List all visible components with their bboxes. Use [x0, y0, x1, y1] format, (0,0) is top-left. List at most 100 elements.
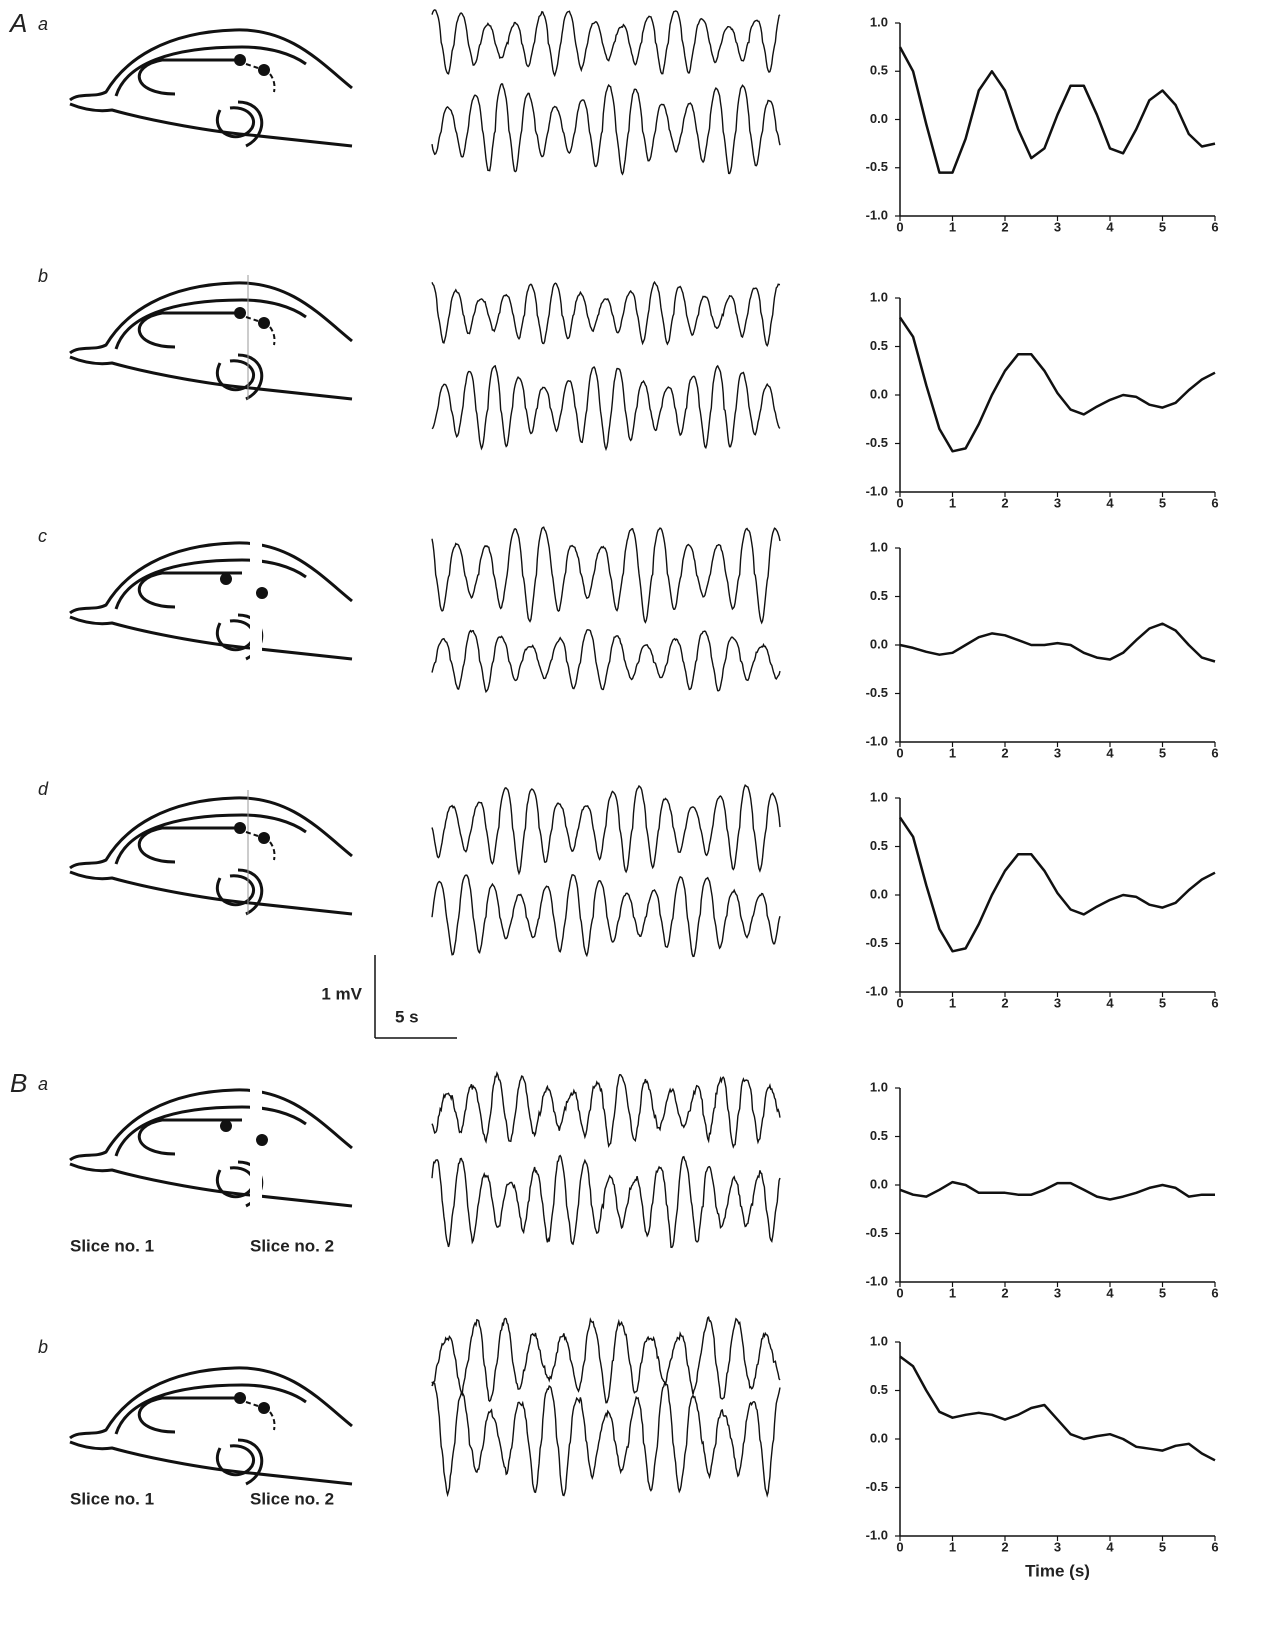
correlation-line: [900, 1357, 1215, 1461]
trace: [432, 282, 780, 345]
x-tick-label: 0: [896, 1285, 903, 1300]
y-tick-label: 0.0: [870, 386, 888, 401]
slice-schematic: [70, 530, 352, 670]
y-tick-label: 1.0: [870, 14, 888, 29]
y-tick-label: 0.0: [870, 111, 888, 126]
panel-label: c: [38, 526, 47, 546]
slice-label: Slice no. 2: [250, 1236, 334, 1255]
x-axis-label: Time (s): [1025, 1561, 1090, 1580]
y-tick-label: 1.0: [870, 1079, 888, 1094]
x-tick-label: 4: [1106, 995, 1114, 1010]
x-tick-label: 4: [1106, 1285, 1114, 1300]
panel-label: b: [38, 266, 48, 286]
x-tick-label: 5: [1159, 995, 1166, 1010]
y-tick-label: -0.5: [866, 435, 888, 450]
scale-voltage: 1 mV: [321, 984, 362, 1003]
x-tick-label: 3: [1054, 745, 1061, 760]
slice-outline: [70, 1090, 352, 1206]
y-tick-label: -1.0: [866, 207, 888, 222]
y-tick-label: -0.5: [866, 1225, 888, 1240]
y-tick-label: 0.0: [870, 1430, 888, 1445]
x-tick-label: 3: [1054, 1539, 1061, 1554]
y-tick-label: -1.0: [866, 1527, 888, 1542]
y-tick-label: -1.0: [866, 983, 888, 998]
trace: [432, 1317, 780, 1403]
schematics: [70, 30, 352, 1484]
electrode: [220, 573, 232, 585]
panel-label: a: [38, 14, 48, 34]
x-tick-label: 4: [1106, 219, 1114, 234]
y-tick-label: 1.0: [870, 1333, 888, 1348]
y-tick-label: 0.5: [870, 338, 888, 353]
x-tick-label: 4: [1106, 495, 1114, 510]
y-tick-label: 0.5: [870, 63, 888, 78]
x-tick-label: 3: [1054, 995, 1061, 1010]
slice-label: Slice no. 1: [70, 1489, 154, 1508]
x-tick-label: 1: [949, 995, 956, 1010]
slice-label: Slice no. 2: [250, 1489, 334, 1508]
electrode: [258, 1402, 270, 1414]
y-tick-label: -1.0: [866, 1273, 888, 1288]
panel-group: A: [8, 8, 27, 38]
scale-time: 5 s: [395, 1007, 419, 1026]
y-tick-label: 1.0: [870, 789, 888, 804]
trace: [432, 630, 780, 692]
electrode: [256, 587, 268, 599]
electrode: [258, 64, 270, 76]
electrode: [234, 1392, 246, 1404]
y-tick-label: 0.5: [870, 588, 888, 603]
slice-outline: [70, 283, 352, 399]
x-tick-label: 3: [1054, 495, 1061, 510]
y-tick-label: 0.5: [870, 1128, 888, 1143]
electrode: [234, 54, 246, 66]
slice-gap: [250, 530, 262, 670]
trace: [432, 1073, 780, 1147]
x-tick-label: 5: [1159, 1539, 1166, 1554]
slice-outline: [70, 543, 352, 659]
x-tick-label: 1: [949, 1539, 956, 1554]
correlation-line: [900, 317, 1215, 451]
x-tick-label: 6: [1211, 995, 1218, 1010]
x-tick-label: 6: [1211, 219, 1218, 234]
x-tick-label: 0: [896, 219, 903, 234]
electrode: [234, 307, 246, 319]
panel-label: b: [38, 1337, 48, 1357]
x-tick-label: 0: [896, 745, 903, 760]
y-tick-label: 1.0: [870, 539, 888, 554]
y-tick-label: -1.0: [866, 733, 888, 748]
y-tick-label: -1.0: [866, 483, 888, 498]
electrode: [258, 832, 270, 844]
slice-gap: [250, 1077, 262, 1217]
x-tick-label: 2: [1001, 495, 1008, 510]
slice-outline: [70, 1368, 352, 1484]
x-tick-label: 4: [1106, 745, 1114, 760]
figure: 1 mV 5 s Slice no. 1 Slice no. 2 Slice n…: [0, 0, 1284, 1637]
x-tick-label: 3: [1054, 1285, 1061, 1300]
y-tick-label: 0.0: [870, 636, 888, 651]
x-tick-label: 1: [949, 495, 956, 510]
trace: [432, 875, 780, 957]
y-tick-label: -0.5: [866, 159, 888, 174]
x-tick-label: 6: [1211, 1285, 1218, 1300]
slice-schematic: [70, 1077, 352, 1217]
y-tick-label: 1.0: [870, 289, 888, 304]
electrode: [256, 1134, 268, 1146]
x-tick-label: 3: [1054, 219, 1061, 234]
x-tick-label: 5: [1159, 1285, 1166, 1300]
correlation-line: [900, 817, 1215, 951]
x-tick-label: 2: [1001, 219, 1008, 234]
x-tick-label: 5: [1159, 745, 1166, 760]
x-tick-label: 5: [1159, 495, 1166, 510]
trace: [432, 1156, 780, 1248]
slice-outline: [70, 30, 352, 146]
trace: [432, 785, 780, 873]
trace: [432, 84, 780, 174]
x-tick-label: 0: [896, 495, 903, 510]
x-tick-label: 2: [1001, 1285, 1008, 1300]
y-tick-label: -0.5: [866, 685, 888, 700]
electrode: [220, 1120, 232, 1132]
